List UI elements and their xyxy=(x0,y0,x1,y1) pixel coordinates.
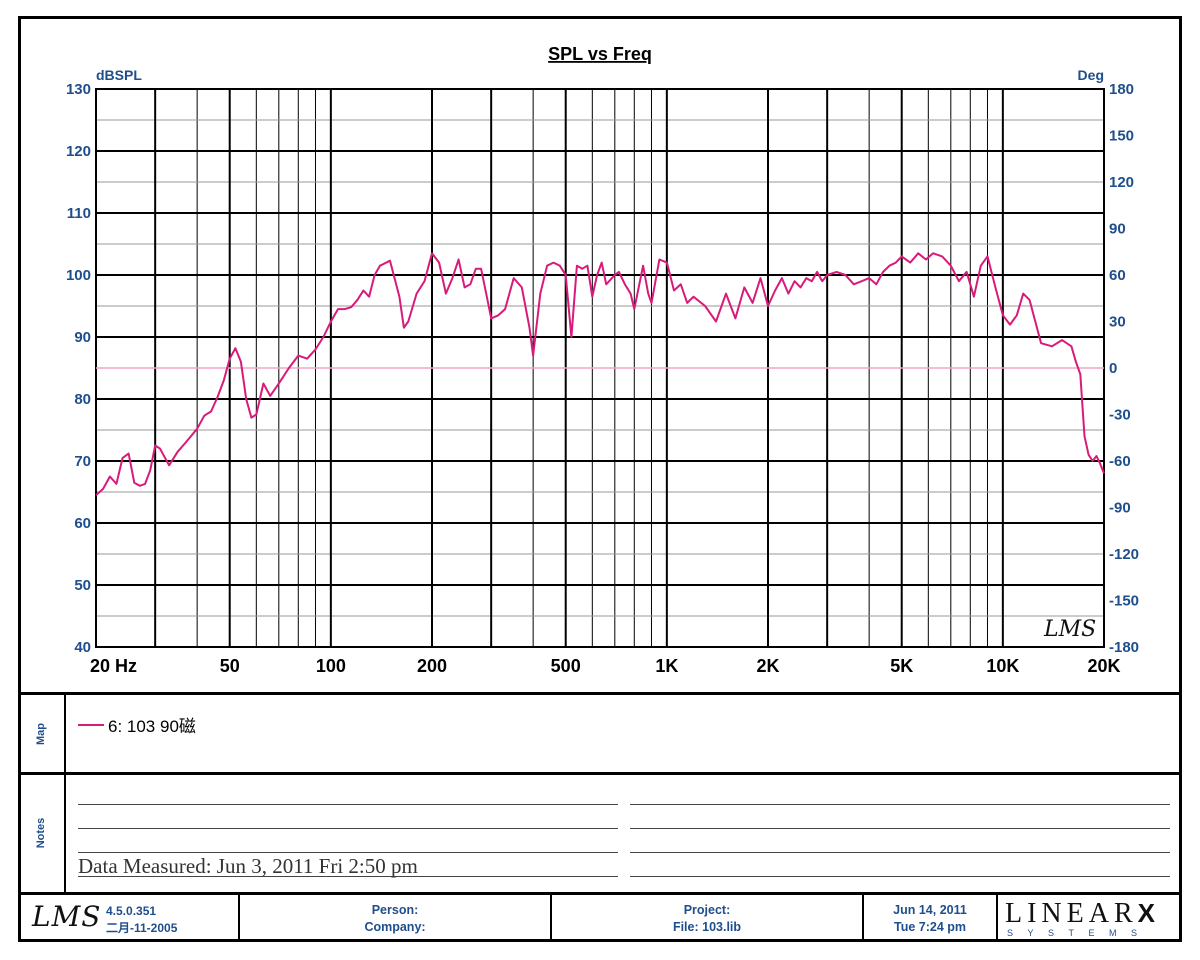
chart-title: SPL vs Freq xyxy=(548,44,652,64)
x-tick-label: 200 xyxy=(417,656,447,676)
footer: LMS 4.5.0.351 二月-11-2005 Person: Company… xyxy=(18,892,1182,942)
footer-cell-date: Jun 14, 2011 Tue 7:24 pm xyxy=(864,892,998,942)
x-tick-label: 50 xyxy=(220,656,240,676)
y-tick-label: 90 xyxy=(74,329,91,346)
note-line xyxy=(630,852,1170,853)
x-tick-label: 10K xyxy=(986,656,1019,676)
legend-swatch xyxy=(78,723,104,726)
y-tick-label: 100 xyxy=(66,267,91,284)
x-tick-label: 2K xyxy=(756,656,779,676)
report-frame xyxy=(18,16,1182,942)
y2-tick-label: -60 xyxy=(1109,453,1131,470)
note-line xyxy=(78,828,618,829)
y2-tick-labels: 180 150 120 90 60 30 0 -30 -60 -90 -120 -150 -180 xyxy=(1109,81,1139,656)
lms-watermark: LMS xyxy=(1043,617,1096,642)
x-tick-labels: 20 Hz 50 100 200 500 1K 2K 5K 10K 20K xyxy=(90,656,1121,676)
series-group xyxy=(95,252,1105,496)
y-tick-label: 130 xyxy=(66,81,91,98)
notes-label: Notes xyxy=(35,817,47,849)
map-label: Map xyxy=(35,723,47,745)
divider-chart-map xyxy=(18,692,1182,695)
footer-cell-version: LMS 4.5.0.351 二月-11-2005 xyxy=(18,892,240,942)
x-tick-label: 500 xyxy=(551,656,581,676)
y-axis-right-label: Deg xyxy=(1078,67,1104,83)
note-line xyxy=(630,804,1170,805)
report-time: Tue 7:24 pm xyxy=(893,920,966,934)
spl-chart: SPL vs Freq dBSPL Deg 40 50 60 70 80 90 100 110… xyxy=(66,44,1139,676)
y-tick-label: 120 xyxy=(66,143,91,160)
y-tick-label: 60 xyxy=(74,515,91,532)
project-label: Project: xyxy=(683,903,731,917)
linearx-name: LINEARX xyxy=(1005,898,1160,929)
y2-tick-label: 120 xyxy=(1109,174,1134,191)
y2-tick-label: 0 xyxy=(1109,360,1117,377)
y2-tick-label: -30 xyxy=(1109,407,1131,424)
linearx-logo: LINEARX SYSTEMS xyxy=(1005,898,1175,938)
person-label: Person: xyxy=(371,903,419,917)
y2-tick-label: 60 xyxy=(1109,267,1126,284)
y-tick-label: 40 xyxy=(74,639,91,656)
y2-tick-label: -90 xyxy=(1109,500,1131,517)
y-tick-label: 110 xyxy=(67,205,91,222)
x-tick-label: 20 Hz xyxy=(90,656,137,676)
x-tick-label: 100 xyxy=(316,656,346,676)
map-section: Map 6: 103 90磁 xyxy=(18,694,1182,774)
notes-side-label: Notes xyxy=(18,774,66,892)
x-tick-label: 20K xyxy=(1087,656,1120,676)
y-tick-labels: 40 50 60 70 80 90 100 110 120 130 xyxy=(66,81,91,656)
y2-tick-label: 30 xyxy=(1109,314,1126,331)
measured-date-note: Data Measured: Jun 3, 2011 Fri 2:50 pm xyxy=(78,854,418,878)
divider-notes-footer xyxy=(18,892,1182,895)
file-label: File: 103.lib xyxy=(672,920,742,934)
note-line xyxy=(78,804,618,805)
y-tick-label: 50 xyxy=(74,577,91,594)
version-info: 4.5.0.351 二月-11-2005 xyxy=(106,903,177,937)
lms-logo: LMS xyxy=(32,900,102,933)
note-line xyxy=(630,876,1170,877)
y2-tick-label: 90 xyxy=(1109,221,1126,238)
spl-series-line xyxy=(95,252,1105,496)
note-line xyxy=(78,876,618,877)
footer-cell-project: Project: File: 103.lib xyxy=(552,892,864,942)
legend-text: 6: 103 90磁 xyxy=(108,717,196,736)
y2-tick-label: -120 xyxy=(1109,546,1139,563)
y-axis-left-label: dBSPL xyxy=(96,67,142,83)
y-tick-label: 80 xyxy=(74,391,91,408)
note-line xyxy=(78,852,618,853)
company-label: Company: xyxy=(364,920,426,934)
y2-tick-label: 150 xyxy=(1109,128,1134,145)
divider-map-notes xyxy=(18,772,1182,775)
footer-cell-person: Person: Company: xyxy=(240,892,552,942)
linearx-subtitle: SYSTEMS xyxy=(1007,928,1152,938)
y2-tick-label: 180 xyxy=(1109,81,1134,98)
x-tick-label: 1K xyxy=(655,656,678,676)
report-date: Jun 14, 2011 xyxy=(893,903,967,917)
build-date: 二月-11-2005 xyxy=(106,921,178,935)
y-tick-label: 70 xyxy=(74,453,91,470)
legend-entry: 6: 103 90磁 xyxy=(78,712,196,737)
note-line xyxy=(630,828,1170,829)
y2-tick-label: -180 xyxy=(1109,639,1139,656)
notes-section: Notes Data Measured: Jun 3, 2011 Fri 2:5… xyxy=(18,774,1182,892)
y2-tick-label: -150 xyxy=(1109,593,1139,610)
version-number: 4.5.0.351 xyxy=(106,904,157,918)
map-side-label: Map xyxy=(18,694,66,774)
x-tick-label: 5K xyxy=(890,656,913,676)
